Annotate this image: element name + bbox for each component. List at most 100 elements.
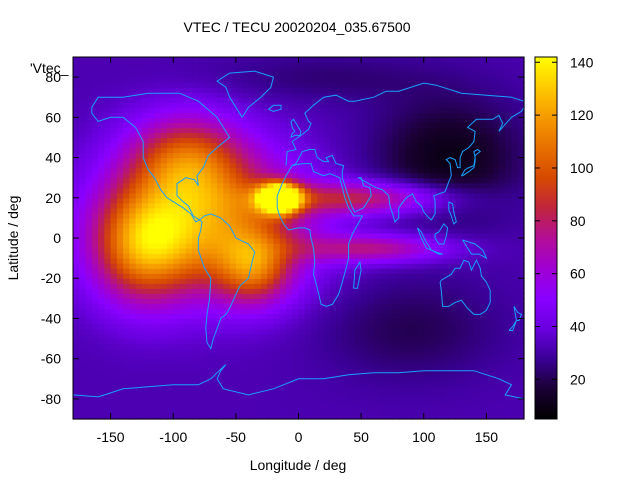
heatmap-cell [98, 408, 105, 415]
heatmap-cell [123, 212, 130, 219]
heatmap-cell [517, 398, 525, 405]
heatmap-cell [473, 288, 481, 294]
heatmap-cell [110, 157, 118, 164]
heatmap-cell [423, 142, 431, 149]
heatmap-cell [148, 388, 156, 395]
heatmap-cell [192, 202, 199, 209]
heatmap-cell [367, 167, 375, 174]
heatmap-cell [486, 403, 494, 410]
heatmap-cell [79, 87, 87, 93]
heatmap-cell [223, 328, 231, 335]
heatmap-cell [273, 408, 281, 415]
heatmap-cell [311, 403, 318, 410]
heatmap-cell [336, 222, 343, 229]
heatmap-cell [436, 373, 444, 380]
heatmap-cell [210, 227, 218, 234]
heatmap-cell [379, 378, 387, 385]
heatmap-cell [85, 142, 93, 149]
heatmap-cell [267, 192, 275, 199]
heatmap-cell [160, 338, 168, 345]
heatmap-cell [179, 227, 187, 234]
heatmap-cell [116, 212, 124, 219]
heatmap-cell [110, 192, 118, 199]
heatmap-cell [323, 137, 331, 144]
heatmap-cell [373, 403, 381, 410]
heatmap-cell [492, 77, 500, 83]
heatmap-cell [123, 318, 130, 325]
heatmap-cell [386, 363, 394, 370]
heatmap-cell [85, 343, 93, 350]
heatmap-cell [505, 192, 513, 199]
heatmap-cell [505, 107, 513, 113]
heatmap-cell [386, 192, 394, 199]
heatmap-cell [492, 393, 500, 400]
heatmap-cell [242, 212, 249, 219]
heatmap-cell [179, 102, 187, 108]
heatmap-cell [235, 398, 243, 405]
heatmap-cell [423, 303, 431, 309]
heatmap-cell [154, 217, 162, 224]
heatmap-cell [254, 232, 262, 239]
heatmap-cell [323, 408, 331, 415]
heatmap-cell [260, 177, 268, 184]
heatmap-cell [248, 333, 256, 340]
heatmap-cell [173, 142, 181, 149]
heatmap-cell [210, 328, 218, 335]
heatmap-cell [267, 373, 275, 380]
heatmap-cell [141, 197, 149, 204]
heatmap-cell [154, 398, 162, 405]
heatmap-cell [329, 283, 337, 289]
heatmap-cell [361, 142, 368, 149]
heatmap-cell [411, 333, 419, 340]
heatmap-cell [455, 92, 462, 98]
heatmap-cell [267, 127, 275, 134]
heatmap-cell [298, 92, 306, 98]
heatmap-cell [404, 137, 412, 144]
heatmap-cell [229, 378, 237, 385]
heatmap-cell [329, 328, 337, 335]
heatmap-cell [285, 358, 293, 365]
heatmap-cell [210, 323, 218, 330]
heatmap-cell [248, 303, 256, 309]
heatmap-cell [467, 358, 475, 365]
heatmap-cell [473, 82, 481, 88]
heatmap-cell [260, 72, 268, 78]
heatmap-cell [110, 258, 118, 264]
heatmap-cell [298, 82, 306, 88]
heatmap-cell [217, 112, 224, 118]
heatmap-cell [160, 408, 168, 415]
heatmap-cell [179, 343, 187, 350]
heatmap-cell [505, 368, 513, 375]
heatmap-cell [367, 393, 375, 400]
heatmap-cell [279, 278, 287, 284]
heatmap-cell [511, 283, 519, 289]
heatmap-cell [267, 328, 275, 335]
heatmap-cell [517, 167, 525, 174]
heatmap-cell [242, 217, 249, 224]
heatmap-cell [348, 107, 356, 113]
heatmap-cell [398, 373, 406, 380]
heatmap-cell [386, 77, 394, 83]
heatmap-cell [336, 313, 343, 320]
heatmap-cell [129, 263, 137, 269]
heatmap-cell [398, 263, 406, 269]
heatmap-cell [317, 393, 325, 400]
heatmap-cell [166, 323, 174, 330]
heatmap-cell [85, 303, 93, 309]
heatmap-cell [85, 348, 93, 355]
heatmap-cell [486, 373, 494, 380]
heatmap-cell [148, 243, 156, 249]
heatmap-cell [223, 363, 231, 370]
heatmap-cell [229, 222, 237, 229]
heatmap-cell [129, 398, 137, 405]
heatmap-cell [404, 273, 412, 279]
heatmap-cell [173, 368, 181, 375]
heatmap-cell [467, 393, 475, 400]
heatmap-cell [254, 313, 262, 320]
heatmap-cell [73, 248, 80, 254]
heatmap-cell [492, 238, 500, 244]
heatmap-cell [129, 227, 137, 234]
heatmap-cell [129, 378, 137, 385]
heatmap-cell [517, 212, 525, 219]
heatmap-cell [404, 232, 412, 239]
